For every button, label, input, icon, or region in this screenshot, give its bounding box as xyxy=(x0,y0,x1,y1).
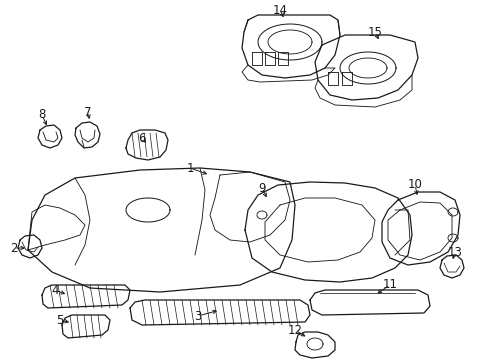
Text: 12: 12 xyxy=(287,324,302,337)
Polygon shape xyxy=(62,315,110,338)
Text: 9: 9 xyxy=(258,181,265,194)
Text: 1: 1 xyxy=(186,162,193,175)
Text: 8: 8 xyxy=(38,108,45,122)
Polygon shape xyxy=(38,125,62,148)
Polygon shape xyxy=(244,182,411,282)
Text: 4: 4 xyxy=(51,284,59,297)
Text: 10: 10 xyxy=(407,179,422,192)
Polygon shape xyxy=(314,35,417,100)
Polygon shape xyxy=(130,300,309,325)
Text: 15: 15 xyxy=(367,26,382,39)
Polygon shape xyxy=(439,255,463,278)
Polygon shape xyxy=(75,122,100,148)
Text: 11: 11 xyxy=(382,279,397,292)
Text: 7: 7 xyxy=(84,105,92,118)
Text: 2: 2 xyxy=(10,242,18,255)
Polygon shape xyxy=(309,290,429,315)
Polygon shape xyxy=(294,332,334,358)
Polygon shape xyxy=(381,192,459,265)
Polygon shape xyxy=(126,130,168,160)
Text: 6: 6 xyxy=(138,131,145,144)
Text: 5: 5 xyxy=(56,314,63,327)
Polygon shape xyxy=(42,285,130,308)
Polygon shape xyxy=(18,235,42,258)
Text: 14: 14 xyxy=(272,4,287,17)
Text: 3: 3 xyxy=(194,310,201,323)
Polygon shape xyxy=(28,168,294,292)
Text: 13: 13 xyxy=(447,246,462,258)
Polygon shape xyxy=(242,15,339,78)
